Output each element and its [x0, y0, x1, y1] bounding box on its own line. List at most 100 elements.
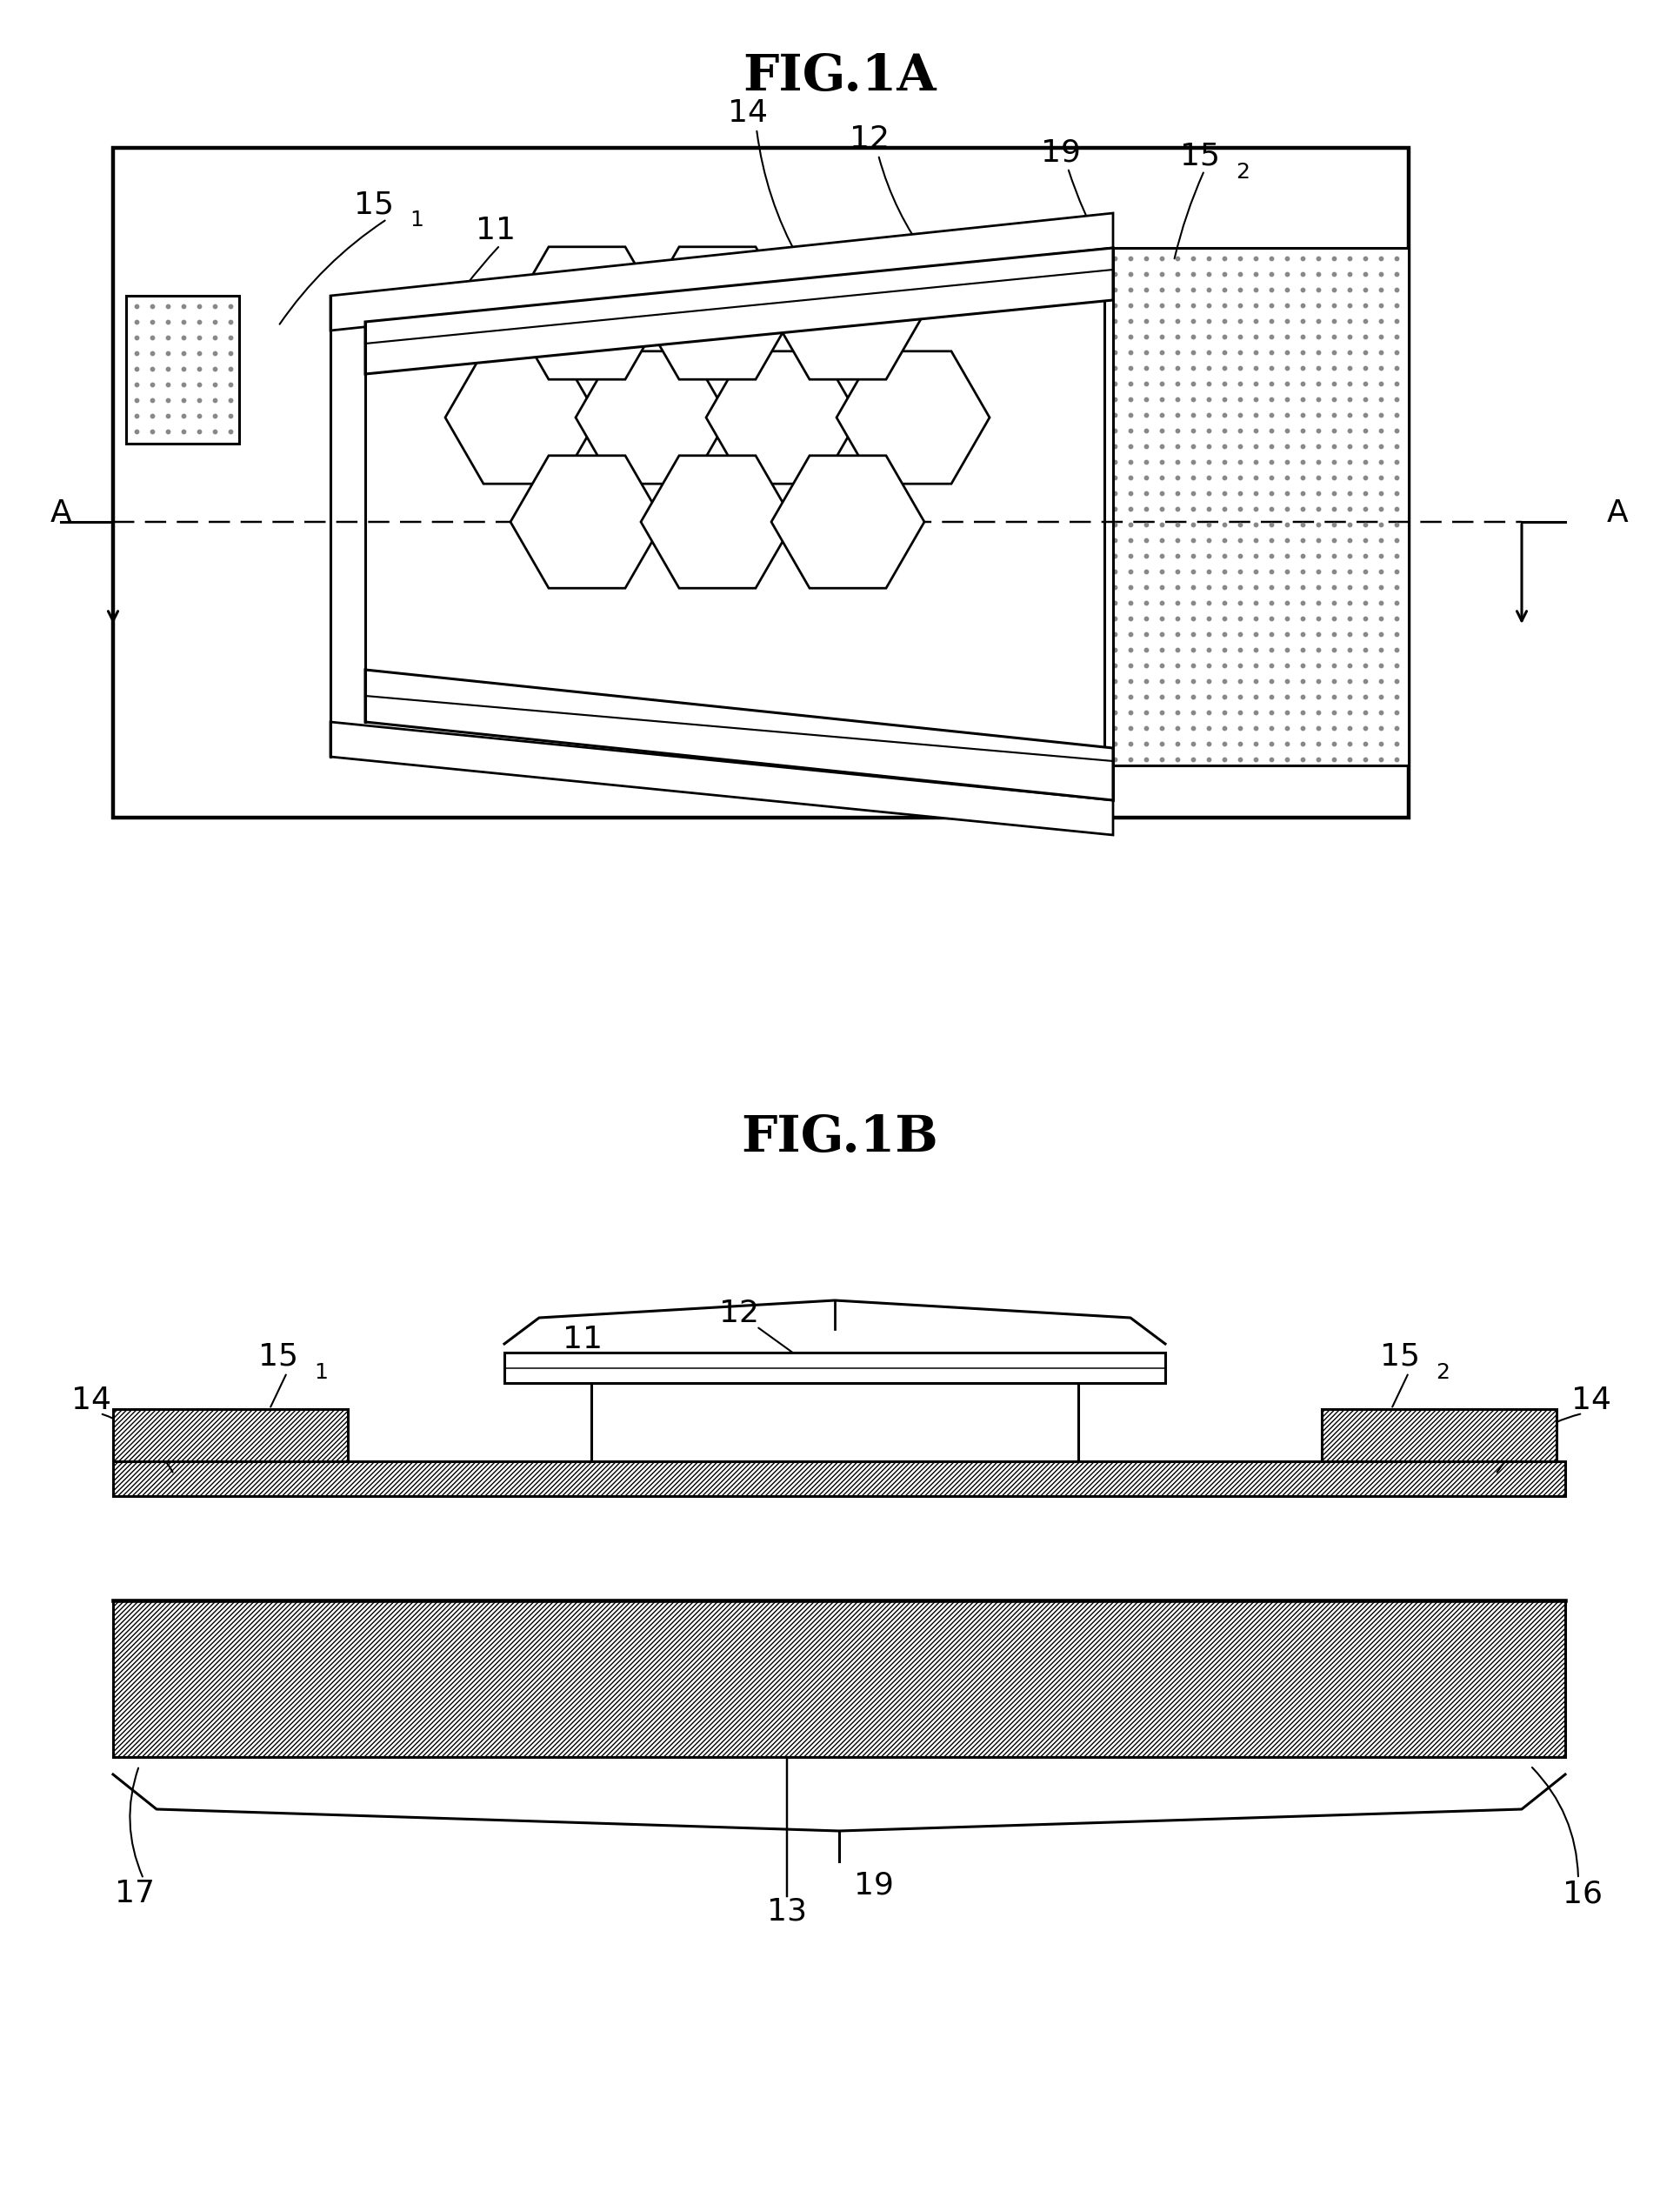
Point — [1163, 273, 1189, 308]
Point — [1273, 398, 1300, 433]
Point — [185, 367, 212, 402]
Point — [1368, 539, 1394, 574]
Point — [1117, 569, 1144, 604]
Point — [1147, 334, 1174, 369]
Point — [1336, 710, 1362, 745]
Point — [139, 352, 166, 387]
Point — [1368, 554, 1394, 589]
Point — [1117, 615, 1144, 651]
Text: 14: 14 — [727, 99, 768, 127]
Point — [1194, 367, 1221, 402]
Point — [1210, 459, 1236, 495]
Point — [1163, 319, 1189, 354]
Point — [1289, 349, 1315, 385]
Point — [1336, 554, 1362, 589]
Point — [1226, 554, 1253, 589]
Point — [1132, 615, 1159, 651]
Point — [1117, 398, 1144, 433]
Point — [1336, 569, 1362, 604]
Point — [1210, 475, 1236, 510]
Point — [1383, 679, 1410, 714]
Point — [1383, 633, 1410, 668]
Point — [1242, 475, 1268, 510]
Point — [1304, 303, 1331, 338]
Point — [1320, 569, 1347, 604]
Point — [1368, 664, 1394, 699]
Text: 19: 19 — [853, 1870, 894, 1899]
Point — [1210, 398, 1236, 433]
Point — [1132, 490, 1159, 525]
Point — [1147, 600, 1174, 635]
Polygon shape — [706, 352, 858, 484]
Point — [1117, 725, 1144, 761]
Point — [1320, 367, 1347, 402]
Point — [202, 352, 228, 387]
Point — [1289, 273, 1315, 308]
Point — [1242, 444, 1268, 479]
Point — [1257, 664, 1284, 699]
Text: A: A — [50, 499, 72, 528]
Point — [1179, 710, 1206, 745]
Point — [1179, 429, 1206, 464]
Point — [1163, 334, 1189, 369]
Point — [1289, 303, 1315, 338]
Point — [1194, 398, 1221, 433]
Point — [1132, 319, 1159, 354]
Point — [1226, 600, 1253, 635]
Point — [202, 321, 228, 356]
Point — [1320, 585, 1347, 620]
Point — [217, 367, 244, 402]
Point — [1147, 490, 1174, 525]
Text: 15: 15 — [354, 189, 393, 220]
Point — [1336, 695, 1362, 730]
Point — [1368, 523, 1394, 558]
Point — [1336, 413, 1362, 448]
Point — [1194, 242, 1221, 277]
Point — [217, 288, 244, 323]
Point — [1304, 585, 1331, 620]
Point — [1289, 695, 1315, 730]
Point — [1320, 600, 1347, 635]
Point — [1194, 303, 1221, 338]
Point — [1273, 444, 1300, 479]
Point — [1132, 741, 1159, 776]
Point — [1179, 585, 1206, 620]
Point — [202, 336, 228, 371]
Point — [123, 398, 150, 433]
Point — [1304, 741, 1331, 776]
Point — [1132, 367, 1159, 402]
Point — [1100, 648, 1127, 684]
Point — [1226, 459, 1253, 495]
Point — [1383, 319, 1410, 354]
Point — [1351, 648, 1378, 684]
Point — [1147, 633, 1174, 668]
Point — [1179, 741, 1206, 776]
Point — [1242, 273, 1268, 308]
Point — [1147, 413, 1174, 448]
Point — [1226, 508, 1253, 543]
Point — [1163, 554, 1189, 589]
Point — [1351, 398, 1378, 433]
Point — [123, 336, 150, 371]
Point — [1179, 475, 1206, 510]
Point — [1242, 648, 1268, 684]
Point — [1383, 367, 1410, 402]
Text: 12: 12 — [719, 1299, 759, 1328]
Point — [1257, 288, 1284, 323]
Point — [1194, 257, 1221, 292]
Point — [1117, 319, 1144, 354]
Point — [1289, 490, 1315, 525]
Point — [1351, 429, 1378, 464]
Point — [185, 398, 212, 433]
Point — [1226, 725, 1253, 761]
Point — [1226, 398, 1253, 433]
Point — [1132, 429, 1159, 464]
Point — [1210, 273, 1236, 308]
Point — [1117, 554, 1144, 589]
Point — [1273, 633, 1300, 668]
Point — [1132, 523, 1159, 558]
Point — [1210, 554, 1236, 589]
Polygon shape — [445, 352, 598, 484]
Point — [1336, 600, 1362, 635]
Point — [1351, 242, 1378, 277]
